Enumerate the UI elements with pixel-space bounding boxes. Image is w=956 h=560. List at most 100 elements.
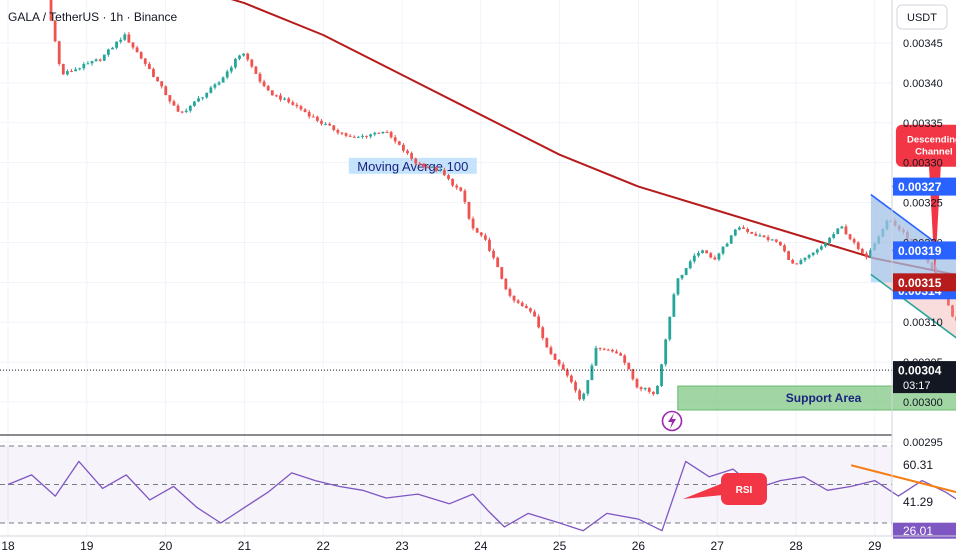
candle-body — [529, 308, 532, 312]
candle-body — [865, 253, 868, 258]
candle-body — [701, 250, 704, 254]
moving-average-line — [230, 0, 956, 276]
candle-body — [147, 63, 151, 70]
candle-body — [66, 71, 69, 75]
ma-price-tag: 0.00315 — [898, 276, 942, 290]
channel-callout-label-line1: Descending — [907, 135, 956, 146]
candle-body — [135, 47, 139, 53]
candle-body — [336, 129, 340, 133]
candle-body — [733, 229, 737, 236]
candle-body — [643, 387, 647, 390]
candle-body — [279, 95, 282, 100]
rsi-callout-label: RSI — [736, 485, 753, 496]
candle-body — [94, 59, 98, 62]
price-tick-label: 0.00310 — [903, 317, 943, 329]
candle-body — [725, 243, 729, 247]
candle-body — [565, 369, 569, 376]
candle-body — [168, 95, 172, 102]
candle-body — [57, 41, 61, 64]
candle-body — [209, 87, 213, 93]
price-tick-label: 0.00345 — [903, 38, 943, 50]
candle-body — [598, 347, 602, 349]
candle-body — [496, 257, 500, 268]
channel-callout-box — [895, 124, 956, 167]
candle-body — [61, 63, 65, 75]
time-tick-label: 25 — [553, 539, 567, 553]
channel-callout-label-line2: Channel — [915, 147, 952, 158]
candle-body — [266, 86, 270, 91]
support-area — [677, 385, 956, 411]
candle-body — [102, 54, 106, 61]
flash-icon[interactable] — [661, 410, 683, 432]
candle-body — [193, 101, 196, 106]
channel-lower-line[interactable] — [870, 273, 956, 362]
candle-body — [750, 231, 754, 234]
candle-body — [508, 289, 512, 296]
candle-body — [639, 387, 643, 390]
price-tick-label: 0.00340 — [903, 78, 943, 90]
candle-body — [684, 268, 688, 275]
current-price-tag-bg — [893, 361, 956, 394]
channel-upper-line[interactable] — [870, 193, 956, 283]
candle-body — [549, 347, 553, 355]
rsi-value-tag: 26.01 — [903, 524, 933, 538]
candle-body — [250, 59, 254, 67]
price-tick-label: 0.00325 — [903, 198, 943, 210]
candle-body — [570, 375, 573, 383]
candlestick-series — [49, 0, 956, 401]
candle-body — [627, 362, 631, 370]
candle-body — [348, 135, 352, 137]
candle-body — [754, 233, 758, 236]
currency-button-frame[interactable] — [896, 4, 948, 30]
price-tick-label: 0.00330 — [903, 158, 943, 170]
candle-body — [180, 111, 184, 113]
candle-body — [623, 355, 627, 363]
flash-icon-bolt[interactable] — [668, 413, 676, 429]
candle-body — [430, 166, 434, 168]
candle-body — [229, 67, 233, 72]
candle-body — [176, 105, 180, 112]
candle-body — [164, 86, 168, 96]
candle-body — [274, 95, 278, 97]
candle-body — [545, 338, 549, 348]
candle-body — [402, 144, 405, 151]
level-price-tag: 0.00319 — [898, 244, 942, 258]
rsi-divergence-line — [850, 464, 956, 494]
candle-body — [856, 242, 860, 249]
currency-button-label[interactable]: USDT — [907, 12, 937, 24]
candle-body — [590, 365, 594, 381]
candle-body — [492, 250, 495, 258]
time-tick-label: 22 — [317, 539, 331, 553]
candle-body — [254, 66, 258, 74]
rsi-pane: RSI 60.31 41.29 26.01 — [0, 445, 956, 539]
candle-body — [471, 218, 475, 229]
candle-countdown: 03:17 — [903, 380, 931, 392]
candle-body — [848, 234, 852, 240]
candle-body — [82, 63, 86, 69]
candle-body — [127, 34, 131, 43]
candle-body — [414, 158, 418, 164]
candle-body — [651, 391, 655, 395]
candle-body — [479, 232, 483, 236]
candle-body — [160, 81, 164, 87]
candle-body — [610, 349, 614, 352]
candle-body — [438, 170, 442, 172]
price-tick-label: 0.00300 — [903, 397, 943, 409]
candle-body — [500, 267, 504, 279]
time-scale[interactable]: 18 19 20 21 22 23 24 25 26 27 28 29 — [1, 539, 881, 553]
candle-body — [946, 295, 950, 306]
currency-button[interactable]: USDT — [896, 4, 948, 30]
candle-body — [504, 278, 508, 290]
time-tick-label: 20 — [159, 539, 173, 553]
candle-body — [258, 73, 262, 82]
price-tick-label: 0.00335 — [903, 118, 943, 130]
candle-body — [188, 105, 192, 111]
time-tick-label: 18 — [1, 539, 15, 553]
candle-body — [221, 77, 225, 83]
candle-body — [852, 239, 856, 243]
rsi-line — [7, 460, 956, 532]
candle-body — [467, 201, 471, 219]
